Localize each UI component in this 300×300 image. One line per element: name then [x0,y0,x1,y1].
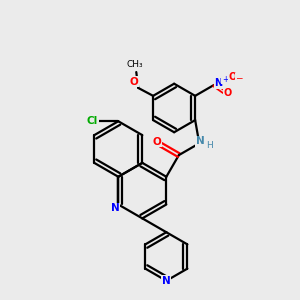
Text: O: O [224,88,232,98]
Text: N: N [111,203,120,214]
Text: N: N [162,276,171,286]
Text: N: N [196,136,205,146]
Text: O: O [130,77,139,87]
Text: H: H [206,141,212,150]
Text: CH₃: CH₃ [127,60,143,69]
Text: O: O [228,71,236,82]
Text: Cl: Cl [87,116,98,126]
Text: O: O [152,137,161,147]
Text: −: − [235,74,242,82]
Text: N: N [214,79,223,88]
Text: +: + [222,74,228,83]
